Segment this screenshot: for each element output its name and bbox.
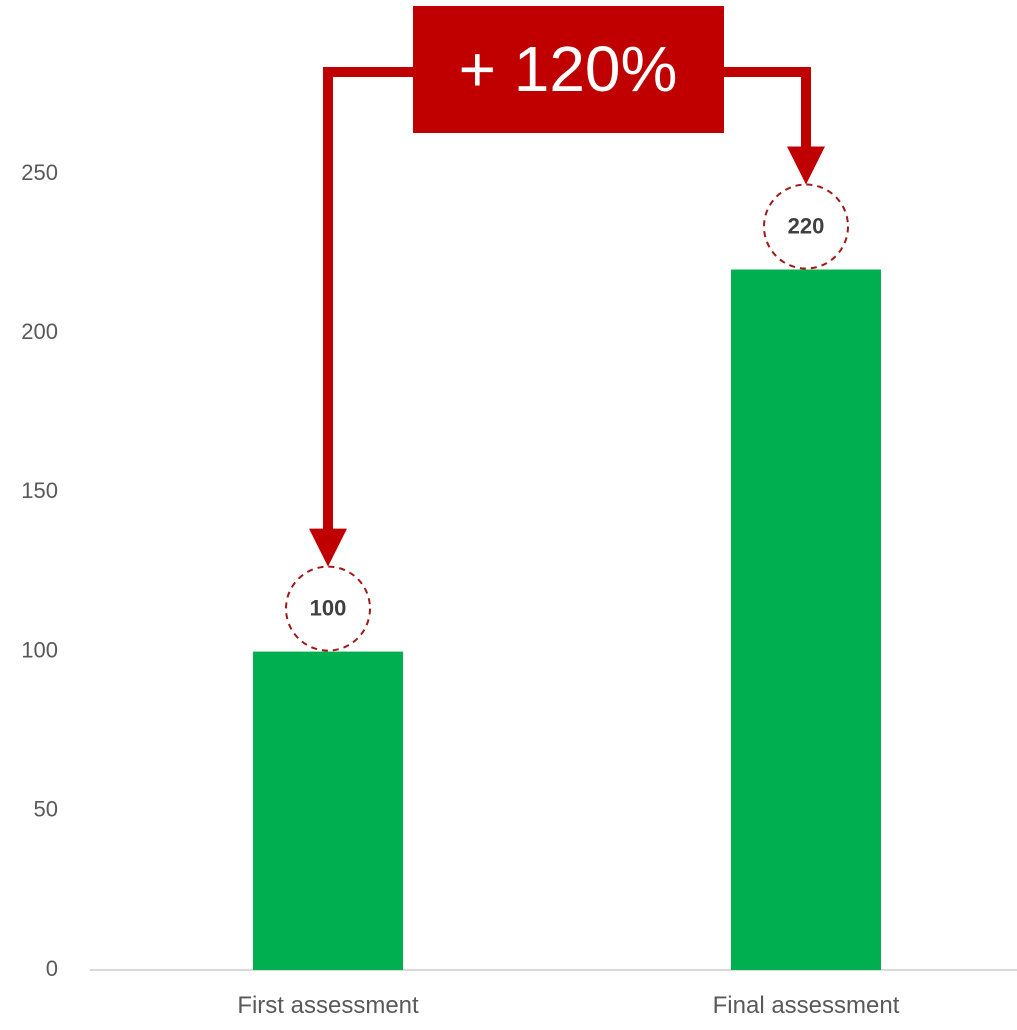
y-tick-label: 0 xyxy=(46,956,58,981)
bars xyxy=(253,269,881,970)
arrow-head-final xyxy=(787,146,825,185)
bar xyxy=(731,269,881,970)
arrow-head-first xyxy=(309,528,347,567)
growth-annotation: + 120% xyxy=(309,6,825,567)
y-tick-label: 100 xyxy=(21,637,58,662)
data-labels: 100 220 xyxy=(285,183,849,652)
x-axis-labels: First assessment Final assessment xyxy=(237,992,899,1019)
y-tick-label: 50 xyxy=(34,797,58,822)
y-tick-label: 250 xyxy=(21,160,58,185)
y-tick-label: 200 xyxy=(21,319,58,344)
y-tick-label: 150 xyxy=(21,478,58,503)
x-category-label: First assessment xyxy=(237,992,419,1019)
data-label-circle xyxy=(285,565,371,652)
growth-callout-box xyxy=(413,6,724,133)
y-axis: 0 50 100 150 200 250 xyxy=(21,160,58,981)
x-category-label: Final assessment xyxy=(713,992,900,1019)
bar xyxy=(253,651,403,970)
data-label: 220 xyxy=(788,213,825,238)
growth-callout-text: + 120% xyxy=(459,33,678,105)
data-label: 100 xyxy=(310,595,347,620)
